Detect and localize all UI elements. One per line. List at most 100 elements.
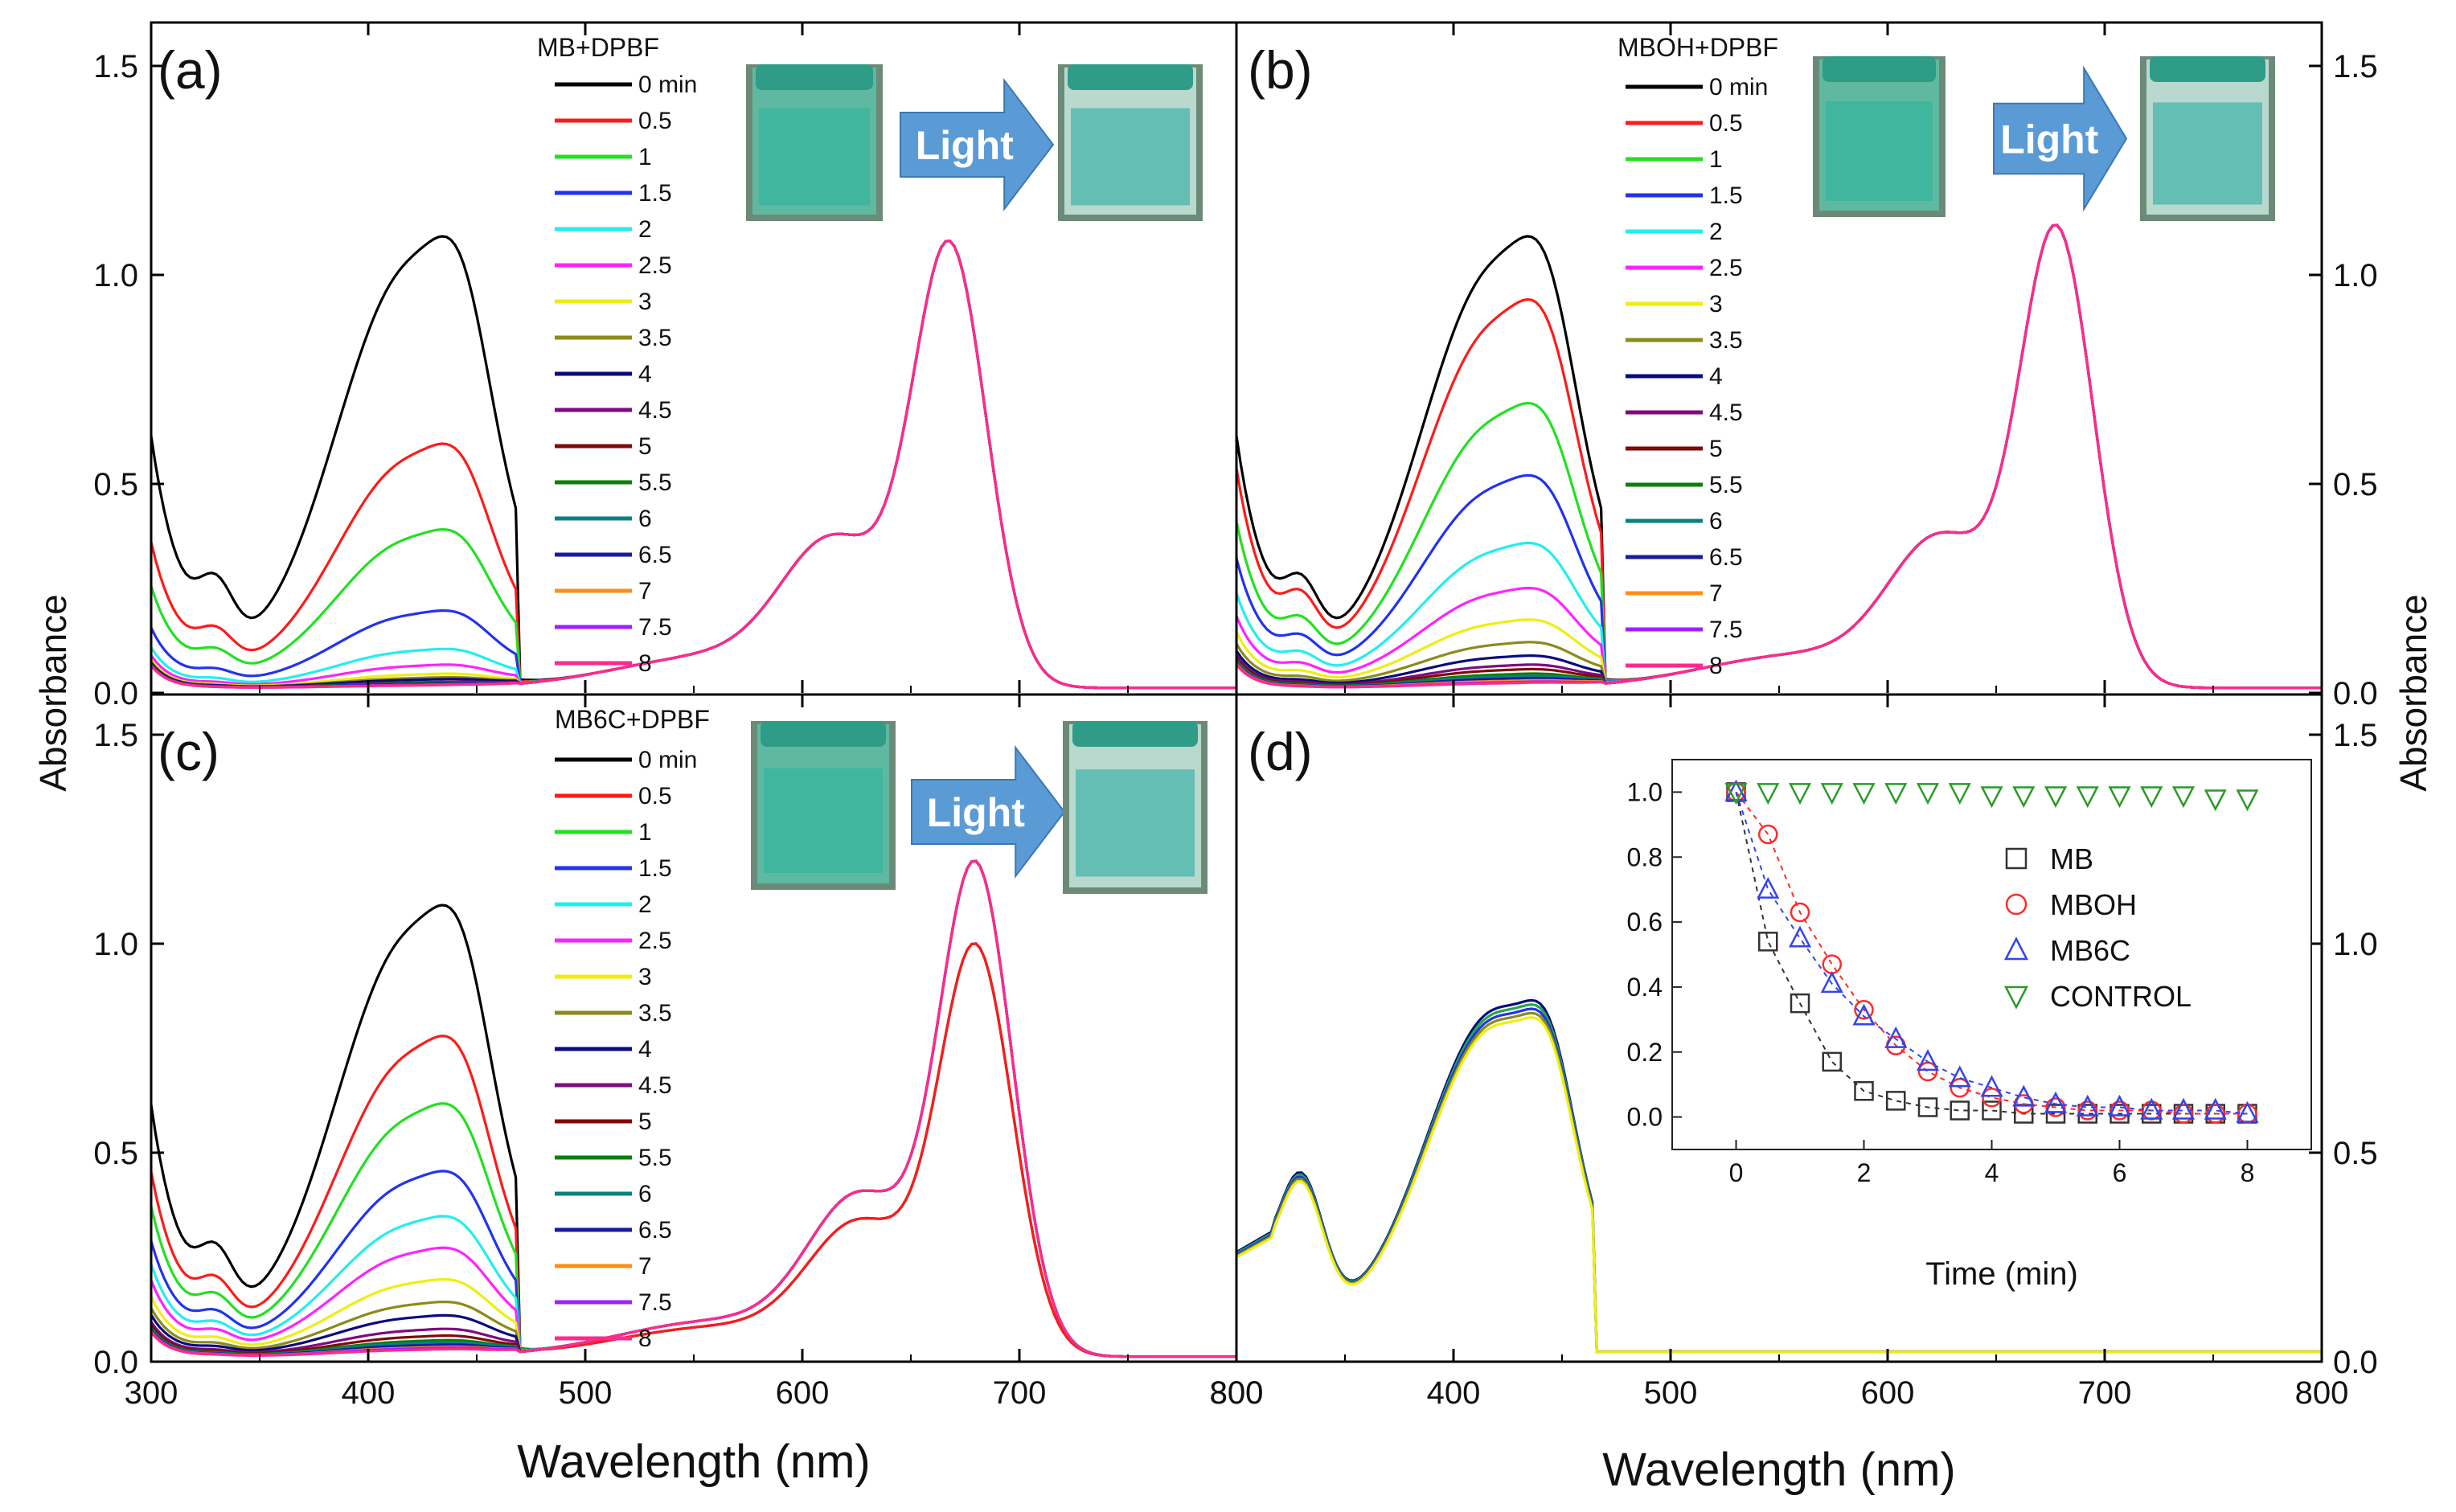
legend-label: 2 bbox=[638, 216, 652, 243]
light-arrow-label: Light bbox=[916, 123, 1015, 168]
legend-label: 3 bbox=[1709, 291, 1723, 318]
inset-legend-marker bbox=[2005, 893, 2028, 916]
light-arrow-shape bbox=[1993, 65, 2128, 212]
inset-marker-control bbox=[1757, 783, 1780, 805]
inset-marker-control bbox=[1852, 783, 1876, 805]
legend-label: 1.5 bbox=[638, 180, 672, 207]
inset-marker-mboh bbox=[1950, 1077, 1970, 1098]
inset-marker-mboh bbox=[1982, 1088, 2002, 1108]
legend-label: 5.5 bbox=[1709, 472, 1743, 498]
inset-marker-mb bbox=[1982, 1100, 2002, 1121]
inset-y-tick-label: 0.2 bbox=[1627, 1038, 1663, 1067]
legend-label: 0 min bbox=[638, 747, 697, 773]
cuvette-b-after bbox=[2140, 56, 2275, 221]
legend-label: 7.5 bbox=[638, 614, 672, 641]
y-tick-label: 1.0 bbox=[2333, 927, 2378, 962]
cuvette-a-after bbox=[1058, 64, 1203, 221]
inset-marker-mboh bbox=[2110, 1100, 2130, 1121]
panel-label-d: (d) bbox=[1248, 722, 1313, 781]
inset-marker-mb6c bbox=[1884, 1026, 1908, 1048]
legend-label: 6 bbox=[1709, 508, 1723, 535]
legend-label: 3.5 bbox=[1709, 327, 1743, 354]
cuvette-liquid bbox=[1826, 101, 1933, 201]
legend-label: 4 bbox=[1709, 363, 1723, 390]
light-arrow-label: Light bbox=[927, 790, 1026, 835]
cuvette-photos: Light Light Light bbox=[746, 56, 2275, 894]
inset-marker-mb bbox=[1917, 1097, 1938, 1117]
inset-marker-control bbox=[2140, 786, 2163, 809]
inset-marker-mb6c bbox=[1852, 1003, 1876, 1026]
legend-label: 1 bbox=[638, 144, 652, 170]
inset-x-tick-label: 8 bbox=[2241, 1158, 2255, 1187]
cuvette-cap bbox=[756, 64, 873, 90]
inset-legend-label: MB bbox=[2050, 842, 2093, 875]
legend-label: 7.5 bbox=[638, 1289, 672, 1316]
inset-marker-mb6c bbox=[2204, 1097, 2227, 1120]
inset-marker-control bbox=[2171, 786, 2196, 809]
y-tick-label: 1.0 bbox=[93, 927, 138, 962]
spectrum-c-1 bbox=[151, 942, 1236, 1358]
inset-y-tick-label: 0.6 bbox=[1627, 908, 1663, 936]
legend-label: 7 bbox=[638, 578, 652, 604]
inset-marker-mb bbox=[1886, 1091, 1906, 1111]
cuvette-liquid bbox=[759, 108, 870, 206]
x-axis-title-right: Wavelength (nm) bbox=[1602, 1444, 1955, 1496]
legend-label: 6.5 bbox=[1709, 544, 1743, 571]
cuvette-liquid bbox=[2153, 102, 2262, 205]
cuvette-cap bbox=[2150, 56, 2265, 82]
inset-marker-mboh bbox=[2205, 1104, 2225, 1124]
cuvette-a-before bbox=[746, 64, 883, 221]
x-tick-label: 800 bbox=[1210, 1375, 1264, 1411]
legend-label: 5 bbox=[1709, 436, 1723, 462]
inset-x-tick-label: 6 bbox=[2113, 1158, 2127, 1187]
y-tick-label: 0.0 bbox=[93, 1345, 138, 1380]
light-arrow-label: Light bbox=[2000, 117, 2099, 162]
inset-marker-mboh bbox=[1758, 824, 1778, 845]
y-axis-title-right: Absorbance bbox=[2392, 594, 2434, 792]
inset-legend-label: MBOH bbox=[2050, 888, 2137, 921]
legend-label: 0.5 bbox=[638, 783, 672, 809]
panel-label-b: (b) bbox=[1248, 40, 1313, 100]
legend-label: 7 bbox=[638, 1253, 652, 1280]
inset-legend-label: CONTROL bbox=[2050, 980, 2192, 1013]
legend-title-b: MBOH+DPBF bbox=[1618, 33, 1778, 62]
legend-label: 0.5 bbox=[1709, 110, 1743, 137]
legend-label: 0.5 bbox=[638, 108, 672, 134]
x-tick-label: 300 bbox=[125, 1375, 178, 1411]
legend-label: 8 bbox=[1709, 653, 1723, 679]
inset-frame bbox=[1671, 759, 2312, 1150]
inset-x-title: Time (min) bbox=[1925, 1256, 2078, 1292]
inset-y-tick-label: 0.4 bbox=[1627, 973, 1663, 1002]
inset-marker-mb6c bbox=[2012, 1084, 2036, 1107]
inset-marker-control bbox=[1980, 786, 2003, 809]
inset-marker-mb6c bbox=[1820, 971, 1843, 994]
light-arrow-b: Light bbox=[1993, 65, 2128, 212]
inset-marker-control bbox=[2236, 789, 2259, 812]
cuvette-liquid bbox=[764, 768, 883, 873]
inset-marker-mb6c bbox=[1916, 1049, 1940, 1072]
inset-marker-control bbox=[2076, 786, 2099, 809]
cuvette-cap bbox=[1823, 56, 1936, 82]
legend-label: 0 min bbox=[1709, 74, 1768, 100]
spectrum-c-16 bbox=[151, 859, 1236, 1358]
y-tick-label: 1.0 bbox=[2333, 258, 2378, 293]
light-arrow-a: Light bbox=[900, 78, 1055, 211]
legend-label: 0 min bbox=[638, 72, 697, 98]
inset-marker-control bbox=[1948, 783, 1971, 805]
inset-marker-mb6c bbox=[2140, 1097, 2163, 1120]
y-tick-label: 0.5 bbox=[2333, 467, 2378, 502]
legend-label: 6 bbox=[638, 1181, 652, 1207]
legend-label: 3.5 bbox=[638, 325, 672, 351]
legend-label: 4.5 bbox=[1709, 400, 1743, 426]
inset-marker-control bbox=[2204, 789, 2227, 812]
inset-marker-mboh bbox=[1854, 999, 1874, 1020]
inset-x-tick-label: 2 bbox=[1857, 1158, 1872, 1187]
inset-marker-mboh bbox=[2173, 1104, 2194, 1124]
legend-label: 1.5 bbox=[1709, 182, 1743, 209]
inset-marker-mb bbox=[1758, 932, 1778, 952]
inset-y-tick-label: 0.8 bbox=[1627, 842, 1663, 871]
legend-label: 1 bbox=[1709, 146, 1723, 173]
y-tick-label: 1.5 bbox=[2333, 718, 2378, 753]
x-tick-label: 800 bbox=[2295, 1375, 2349, 1411]
